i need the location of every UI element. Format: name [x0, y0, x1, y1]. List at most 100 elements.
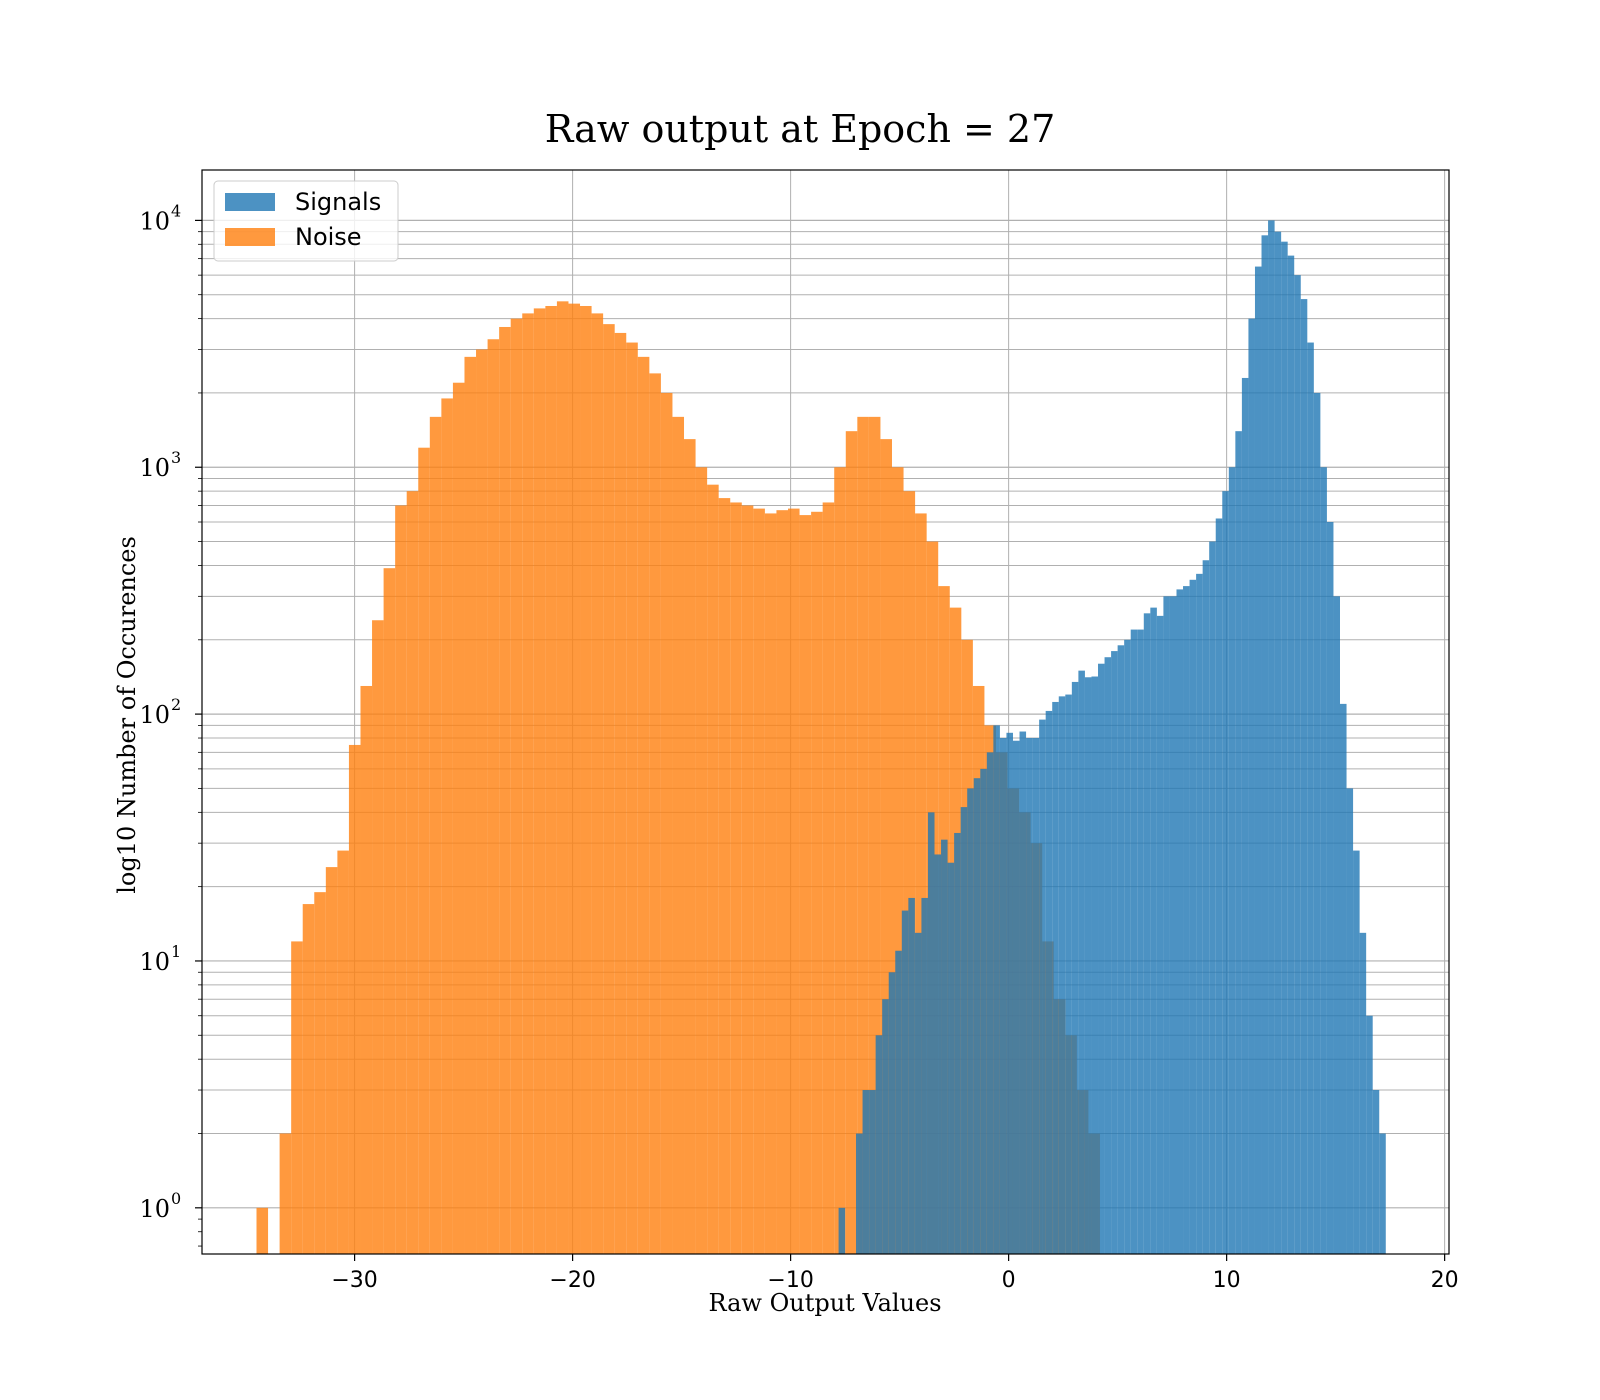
signal-bar — [1294, 275, 1301, 1255]
signal-bar — [901, 910, 909, 1254]
signal-bar — [1313, 392, 1321, 1254]
noise-bar — [857, 416, 869, 1255]
signal-bar — [1346, 788, 1354, 1254]
signal-bar — [1012, 740, 1020, 1254]
y-tick-exponent: 0 — [171, 1189, 181, 1208]
noise-bar — [556, 301, 569, 1254]
y-tick-label: 10 — [139, 948, 170, 976]
noise-bar — [464, 356, 477, 1254]
signal-bar — [882, 999, 889, 1254]
signal-bar — [1176, 589, 1184, 1254]
chart-title: Raw output at Epoch = 27 — [545, 107, 1056, 151]
signal-bar — [1300, 299, 1308, 1254]
signal-bar — [1078, 670, 1085, 1254]
signal-bar — [1019, 731, 1027, 1254]
signal-bar — [999, 738, 1007, 1254]
signal-bar — [927, 812, 935, 1254]
signal-bar — [1228, 467, 1236, 1254]
signal-bar — [1032, 738, 1040, 1254]
noise-bar — [868, 416, 881, 1255]
signal-bar — [1130, 629, 1138, 1254]
noise-bar — [337, 850, 349, 1254]
signal-bar — [1366, 1015, 1373, 1254]
noise-bar — [695, 467, 708, 1254]
signal-bar — [934, 854, 942, 1254]
x-tick-label: 0 — [1002, 1268, 1016, 1293]
noise-bar — [614, 332, 627, 1254]
signal-bar — [1307, 342, 1314, 1254]
noise-bar — [279, 1133, 292, 1254]
noise-bar — [383, 568, 396, 1254]
noise-bar — [348, 744, 361, 1254]
noise-bar — [637, 356, 650, 1254]
x-tick-label: −30 — [331, 1268, 377, 1293]
signal-bar — [1052, 701, 1059, 1254]
noise-bar — [903, 491, 916, 1254]
noise-bar — [429, 416, 442, 1255]
signal-bar — [1202, 560, 1210, 1254]
signal-bar — [1320, 467, 1327, 1254]
signal-bar — [1124, 639, 1131, 1254]
noise-bar — [626, 342, 638, 1254]
plot-frame — [201, 169, 1450, 1255]
noise-bar — [360, 685, 373, 1254]
noise-bar — [406, 491, 419, 1254]
noise-bar — [603, 324, 615, 1254]
signal-bar — [1006, 732, 1013, 1254]
signal-bar — [1222, 491, 1229, 1254]
signal-bar — [1137, 629, 1144, 1254]
noise-bar — [533, 308, 546, 1254]
noise-bar — [915, 513, 927, 1254]
noise-bar — [545, 305, 557, 1254]
legend-label-signals: Signals — [295, 188, 381, 216]
noise-bar — [452, 382, 465, 1254]
noise-bar — [487, 339, 500, 1254]
noise-bar — [591, 313, 604, 1255]
noise-bar — [672, 416, 685, 1255]
signal-bar — [1189, 579, 1197, 1254]
signal-bar — [1117, 645, 1125, 1254]
y-tick-exponent: 2 — [171, 695, 181, 714]
signal-bar — [1045, 710, 1053, 1254]
signal-bar — [1169, 596, 1177, 1254]
y-tick-label: 10 — [139, 1195, 170, 1223]
signal-bar — [838, 1207, 846, 1254]
noise-bar — [660, 392, 673, 1254]
signal-bar — [1339, 703, 1347, 1254]
y-tick-exponent: 1 — [171, 942, 181, 961]
y-axis-label: log10 Number of Occurences — [113, 536, 141, 894]
noise-bar — [395, 505, 407, 1255]
y-tick-label: 10 — [139, 207, 170, 235]
signal-bar — [1150, 607, 1157, 1254]
signal-bar — [1379, 1133, 1386, 1254]
noise-bar — [522, 313, 534, 1255]
noise-bar — [476, 349, 488, 1254]
noise-bar — [822, 502, 835, 1255]
noise-bar — [649, 373, 661, 1254]
signal-bar — [1248, 318, 1255, 1255]
noise-bar — [753, 508, 765, 1254]
noise-bar — [764, 513, 777, 1254]
legend-swatch-noise — [225, 228, 275, 246]
y-tick-exponent: 4 — [171, 201, 181, 220]
signal-bar — [1026, 738, 1033, 1254]
signal-bar — [947, 862, 955, 1254]
histogram-bars — [256, 220, 1386, 1255]
signal-bar — [1353, 850, 1360, 1254]
signal-bar — [1254, 266, 1262, 1254]
signal-bar — [1333, 596, 1340, 1254]
noise-bar — [845, 431, 858, 1254]
noise-bar — [707, 484, 719, 1255]
x-tick-label: 10 — [1213, 1268, 1241, 1293]
noise-bar — [718, 498, 731, 1255]
signal-bar — [1261, 235, 1269, 1254]
signal-bar — [908, 897, 915, 1254]
signal-bar — [980, 768, 987, 1254]
y-tick-label: 10 — [139, 701, 170, 729]
x-axis-label: Raw Output Values — [708, 1289, 941, 1317]
signal-bar — [1104, 657, 1112, 1254]
signal-bar — [888, 972, 896, 1254]
signal-bar — [1209, 541, 1216, 1254]
signal-bar — [1268, 220, 1275, 1255]
